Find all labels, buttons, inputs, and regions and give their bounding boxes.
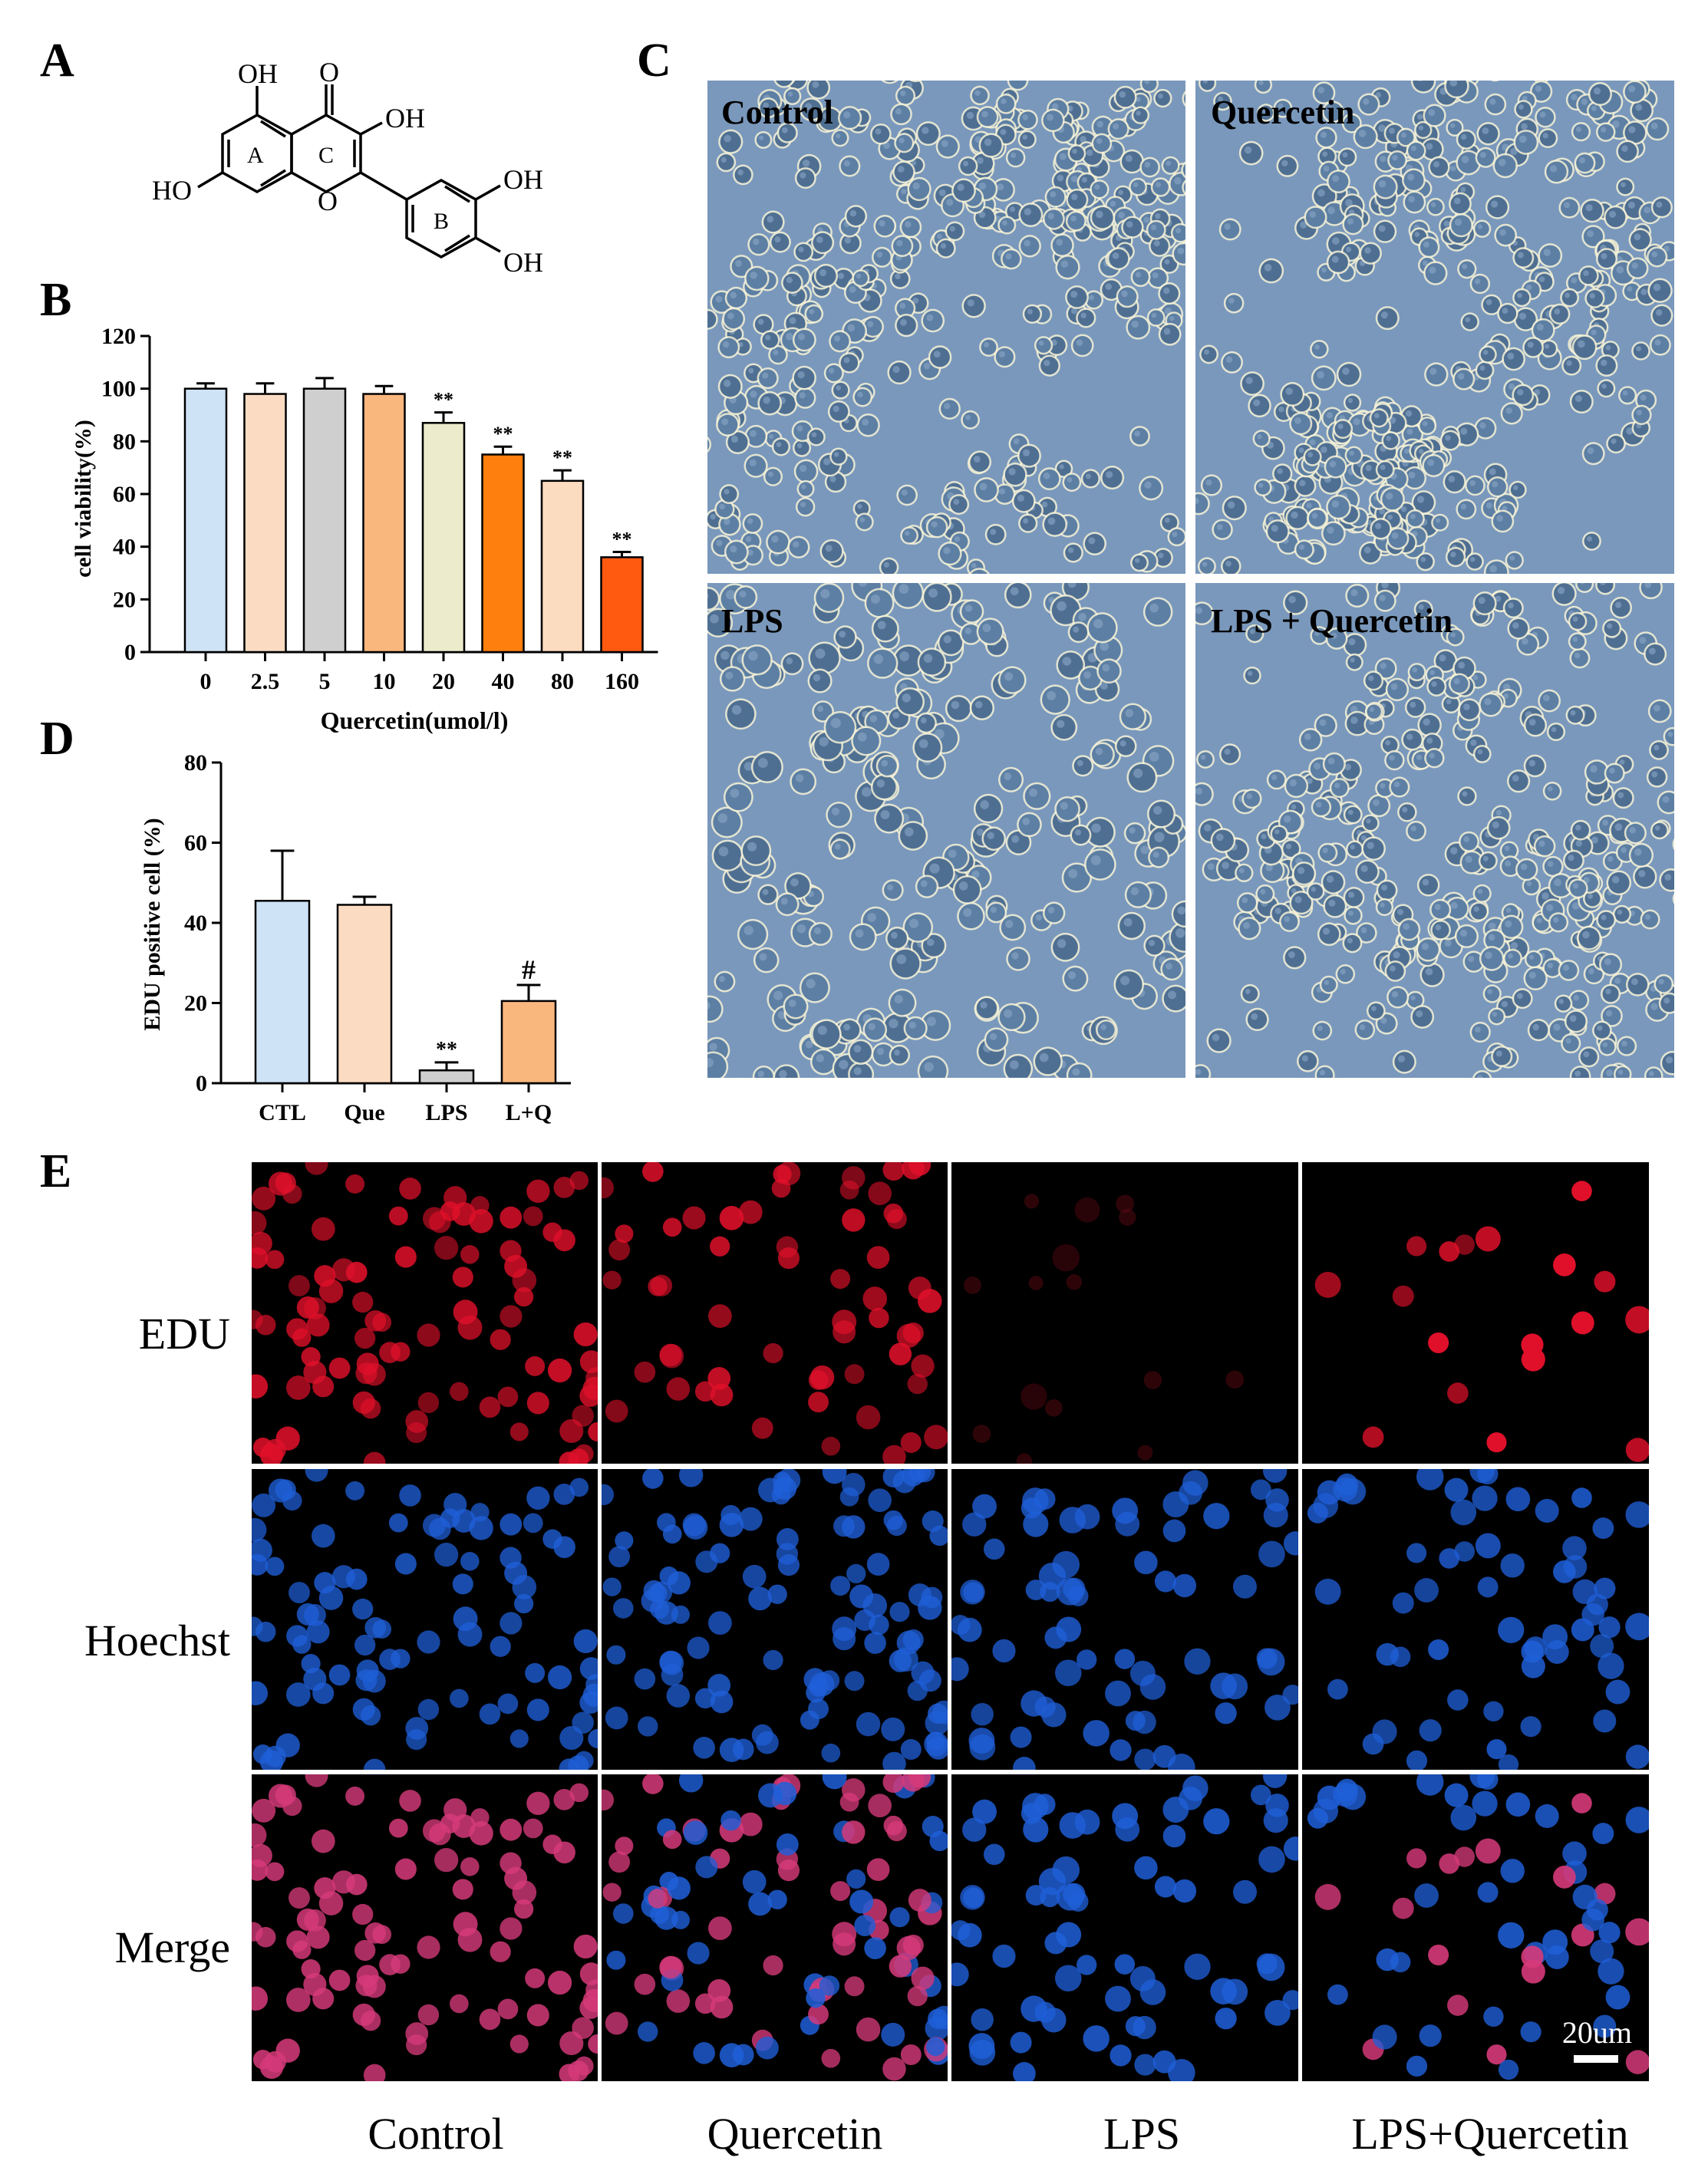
bar <box>302 387 347 654</box>
y-tick-label: 60 <box>113 482 136 507</box>
y-axis-label: EDU positive cell (%) <box>140 818 165 1030</box>
fluorescence-image-edu-control <box>252 1162 598 1464</box>
significance-mark: ** <box>436 1038 457 1062</box>
quercetin-structure: OH O OH A C HO O B OH OH <box>152 57 543 278</box>
oh-3-label: OH <box>385 103 425 133</box>
y-tick-label: 100 <box>101 377 136 402</box>
phase-image-control: Control <box>707 81 1185 574</box>
bar <box>421 422 466 654</box>
bar <box>418 1069 475 1085</box>
significance-mark: ** <box>612 529 632 551</box>
fluorescence-image-hoechst-lps-quercetin <box>1302 1469 1649 1770</box>
x-tick-label: LPS <box>425 1100 467 1125</box>
x-tick-label: 20 <box>432 669 455 694</box>
panel-letter-e: E <box>40 1145 72 1197</box>
fluorescence-image-merge-quercetin <box>602 1774 948 2081</box>
x-tick-label: 0 <box>200 669 212 694</box>
bar <box>481 453 525 654</box>
y-tick-label: 60 <box>184 831 207 856</box>
phase-label: Control <box>721 94 833 131</box>
fluorescence-image-merge-lps <box>951 1774 1298 2081</box>
viability-chart: cell viability(%) Quercetin(umol/l) 0 20 4… <box>71 324 658 734</box>
phase-image-lps: LPS <box>707 583 1185 1078</box>
panel-letter-d: D <box>40 713 74 765</box>
oh-3p-label: OH <box>503 164 543 195</box>
phase-label: LPS + Quercetin <box>1211 602 1453 640</box>
y-tick-label: 20 <box>184 991 207 1016</box>
scale-bar <box>1574 2055 1618 2063</box>
panel-letter-b: B <box>40 274 72 326</box>
x-tick-label: 10 <box>373 669 396 694</box>
fluorescence-image-edu-lps <box>951 1162 1298 1464</box>
x-tick-label: L+Q <box>506 1100 552 1125</box>
col-label-lps-quercetin: LPS+Quercetin <box>1351 2109 1629 2159</box>
bar <box>500 1000 557 1085</box>
bar <box>254 900 311 1085</box>
oh-4p-label: OH <box>503 247 543 278</box>
bar <box>362 393 406 654</box>
x-tick-label: 2.5 <box>251 669 280 694</box>
x-tick-label: Que <box>344 1100 384 1125</box>
x-tick-label: 80 <box>551 669 574 694</box>
y-tick-label: 80 <box>184 750 207 776</box>
y-tick-label: 40 <box>184 911 207 936</box>
oxo-label: O <box>319 57 339 87</box>
edu-chart: EDU positive cell (%) 0 20 40 60 80 CTL Que LPS… <box>140 750 571 1125</box>
col-label-quercetin: Quercetin <box>707 2109 883 2159</box>
significance-mark: ** <box>552 446 572 469</box>
fluorescence-image-hoechst-control <box>252 1469 598 1770</box>
bar <box>540 479 585 654</box>
y-tick-label: 0 <box>196 1071 207 1096</box>
col-label-lps: LPS <box>1103 2109 1180 2159</box>
ring-o-label: O <box>318 186 338 216</box>
row-label-hoechst: Hoechst <box>84 1616 230 1665</box>
y-tick-label: 0 <box>124 640 136 665</box>
significance-mark: ** <box>434 389 453 411</box>
bar <box>600 556 644 654</box>
fluorescence-image-edu-quercetin <box>602 1162 948 1464</box>
oh-5-label: OH <box>238 58 278 89</box>
x-tick-label: 160 <box>605 669 639 694</box>
y-tick-label: 120 <box>101 324 136 349</box>
bar <box>336 904 393 1085</box>
ring-c-label: C <box>318 143 334 168</box>
x-tick-label: 40 <box>492 669 515 694</box>
fluorescence-image-hoechst-lps <box>951 1469 1298 1770</box>
fluorescence-image-edu-lps-quercetin <box>1302 1162 1649 1464</box>
row-label-merge: Merge <box>114 1922 230 1972</box>
phase-image-quercetin: Quercetin <box>1195 81 1674 574</box>
y-tick-label: 40 <box>113 535 136 560</box>
x-tick-label: CTL <box>259 1100 306 1125</box>
fluorescence-image-merge-control <box>252 1774 598 2081</box>
y-axis-label: cell viability(%) <box>71 420 96 578</box>
ring-b-label: B <box>434 209 449 234</box>
phase-image-lps-quercetin: LPS + Quercetin <box>1195 583 1674 1078</box>
phase-label: Quercetin <box>1211 94 1355 131</box>
panel-letter-c: C <box>637 35 671 87</box>
col-label-control: Control <box>368 2109 504 2159</box>
bar <box>243 393 287 654</box>
x-axis-label: Quercetin(umol/l) <box>321 707 509 734</box>
scale-bar-label: 20um <box>1561 2015 1632 2050</box>
row-label-edu: EDU <box>138 1309 230 1359</box>
ho-7-label: HO <box>152 175 192 206</box>
panel-letter-a: A <box>40 35 74 87</box>
significance-mark: ** <box>493 423 513 445</box>
x-tick-label: 5 <box>319 669 331 694</box>
y-tick-label: 80 <box>113 429 136 454</box>
significance-mark: # <box>522 954 536 985</box>
y-tick-label: 20 <box>113 587 136 612</box>
fluorescence-image-merge-lps-quercetin: 20um <box>1302 1774 1649 2081</box>
ring-a-label: A <box>247 143 264 168</box>
fluorescence-image-hoechst-quercetin <box>602 1469 948 1770</box>
bar <box>183 387 228 654</box>
phase-label: LPS <box>721 602 783 640</box>
